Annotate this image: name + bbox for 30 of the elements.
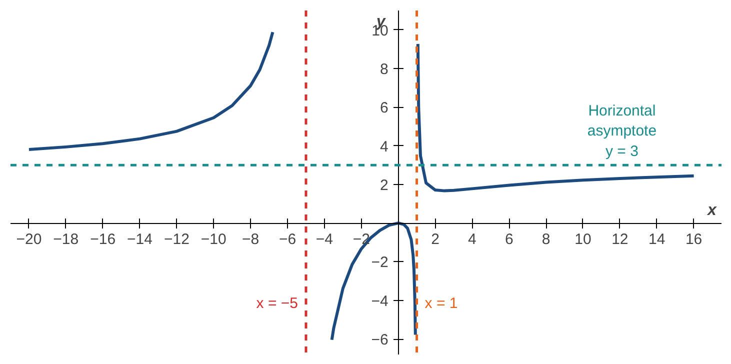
x-tick-label: −14: [127, 231, 153, 248]
x-tick-label: 8: [542, 231, 550, 248]
x-tick-label: 10: [574, 231, 592, 248]
line-series: [416, 42, 696, 192]
ref-line-label: Horizontal asymptote y = 3: [587, 102, 657, 160]
x-tick-label: 16: [685, 231, 702, 248]
x-tick-label: −18: [53, 231, 79, 248]
x-tick-label: −4: [316, 231, 334, 248]
x-tick-label: 12: [612, 231, 628, 248]
x-tick-label: −6: [278, 231, 296, 248]
line-series: [27, 30, 274, 151]
x-tick-label: 14: [648, 231, 666, 248]
x-tick-label: 4: [468, 231, 476, 248]
ref-line-label: x = −5: [256, 294, 298, 312]
y-tick-label: 4: [380, 138, 388, 156]
y-tick-label: −4: [371, 292, 388, 310]
x-tick-label: 6: [504, 231, 514, 248]
x-tick-label: −16: [90, 231, 116, 248]
y-tick-label: 2: [380, 176, 388, 194]
x-tick-label: −12: [164, 231, 190, 248]
x-tick-label: −10: [200, 231, 226, 248]
ref-line-label: x = 1: [424, 294, 458, 312]
y-tick-label: 6: [380, 100, 388, 117]
x-tick-label: −20: [16, 231, 42, 248]
x-tick-label: 2: [431, 231, 440, 248]
y-tick-label: −6: [371, 332, 388, 349]
x-tick-label: −8: [242, 231, 260, 248]
y-tick-label: −2: [371, 254, 388, 272]
y-tick-label: 8: [380, 60, 388, 78]
x-axis-title: x: [706, 202, 718, 220]
